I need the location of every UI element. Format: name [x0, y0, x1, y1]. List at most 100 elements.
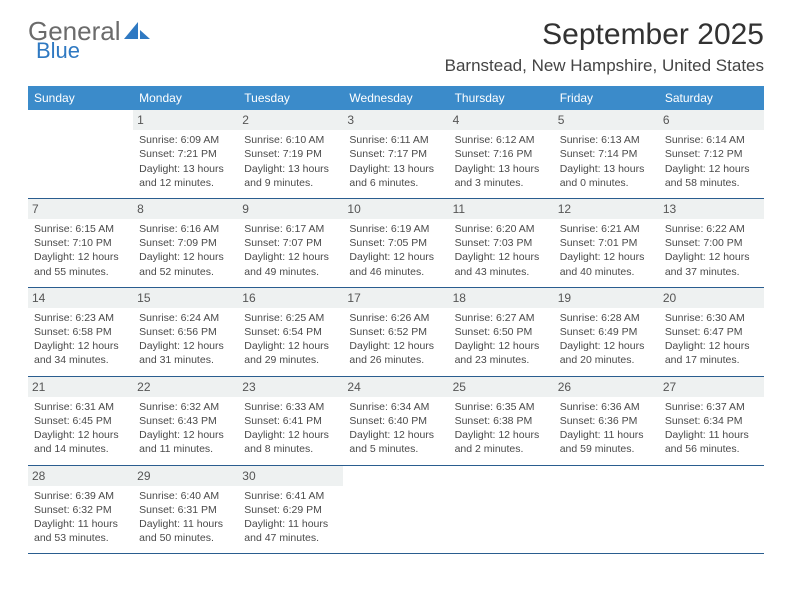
calendar-row: 28Sunrise: 6:39 AMSunset: 6:32 PMDayligh…	[28, 465, 764, 554]
col-monday: Monday	[133, 86, 238, 110]
sunset-text: Sunset: 7:12 PM	[665, 147, 758, 161]
sunset-text: Sunset: 7:05 PM	[349, 236, 442, 250]
sunset-text: Sunset: 7:00 PM	[665, 236, 758, 250]
day-number: 24	[343, 377, 448, 397]
sunrise-text: Sunrise: 6:41 AM	[244, 489, 337, 503]
col-tuesday: Tuesday	[238, 86, 343, 110]
day-number: 18	[449, 288, 554, 308]
daylight-text: Daylight: 12 hours and 8 minutes.	[244, 428, 337, 456]
day-number: 29	[133, 466, 238, 486]
daylight-text: Daylight: 12 hours and 46 minutes.	[349, 250, 442, 278]
day-number: 15	[133, 288, 238, 308]
sunset-text: Sunset: 7:17 PM	[349, 147, 442, 161]
sunrise-text: Sunrise: 6:34 AM	[349, 400, 442, 414]
calendar-cell: 23Sunrise: 6:33 AMSunset: 6:41 PMDayligh…	[238, 376, 343, 465]
sunrise-text: Sunrise: 6:21 AM	[560, 222, 653, 236]
day-number: 9	[238, 199, 343, 219]
calendar-cell: 2Sunrise: 6:10 AMSunset: 7:19 PMDaylight…	[238, 110, 343, 198]
location-text: Barnstead, New Hampshire, United States	[445, 56, 764, 76]
daylight-text: Daylight: 12 hours and 14 minutes.	[34, 428, 127, 456]
sunset-text: Sunset: 7:19 PM	[244, 147, 337, 161]
sunset-text: Sunset: 6:54 PM	[244, 325, 337, 339]
day-number: 30	[238, 466, 343, 486]
sunset-text: Sunset: 6:29 PM	[244, 503, 337, 517]
sunrise-text: Sunrise: 6:13 AM	[560, 133, 653, 147]
daylight-text: Daylight: 12 hours and 2 minutes.	[455, 428, 548, 456]
sunset-text: Sunset: 6:41 PM	[244, 414, 337, 428]
day-number: 23	[238, 377, 343, 397]
sunrise-text: Sunrise: 6:40 AM	[139, 489, 232, 503]
sunrise-text: Sunrise: 6:22 AM	[665, 222, 758, 236]
sunset-text: Sunset: 6:38 PM	[455, 414, 548, 428]
sunrise-text: Sunrise: 6:32 AM	[139, 400, 232, 414]
day-number: 10	[343, 199, 448, 219]
col-saturday: Saturday	[659, 86, 764, 110]
day-number: 5	[554, 110, 659, 130]
sunrise-text: Sunrise: 6:15 AM	[34, 222, 127, 236]
daylight-text: Daylight: 11 hours and 53 minutes.	[34, 517, 127, 545]
month-title: September 2025	[445, 18, 764, 52]
calendar-cell: 14Sunrise: 6:23 AMSunset: 6:58 PMDayligh…	[28, 287, 133, 376]
daylight-text: Daylight: 11 hours and 50 minutes.	[139, 517, 232, 545]
sunrise-text: Sunrise: 6:25 AM	[244, 311, 337, 325]
sunrise-text: Sunrise: 6:19 AM	[349, 222, 442, 236]
calendar-cell: 30Sunrise: 6:41 AMSunset: 6:29 PMDayligh…	[238, 465, 343, 554]
day-number: 4	[449, 110, 554, 130]
col-sunday: Sunday	[28, 86, 133, 110]
sunrise-text: Sunrise: 6:24 AM	[139, 311, 232, 325]
sunset-text: Sunset: 6:34 PM	[665, 414, 758, 428]
daylight-text: Daylight: 12 hours and 55 minutes.	[34, 250, 127, 278]
sunset-text: Sunset: 7:16 PM	[455, 147, 548, 161]
header-row: Sunday Monday Tuesday Wednesday Thursday…	[28, 86, 764, 110]
calendar-row: 7Sunrise: 6:15 AMSunset: 7:10 PMDaylight…	[28, 198, 764, 287]
title-block: September 2025 Barnstead, New Hampshire,…	[445, 18, 764, 76]
sunrise-text: Sunrise: 6:35 AM	[455, 400, 548, 414]
sunset-text: Sunset: 6:40 PM	[349, 414, 442, 428]
daylight-text: Daylight: 12 hours and 34 minutes.	[34, 339, 127, 367]
daylight-text: Daylight: 13 hours and 3 minutes.	[455, 162, 548, 190]
calendar-cell: 8Sunrise: 6:16 AMSunset: 7:09 PMDaylight…	[133, 198, 238, 287]
calendar-cell: 26Sunrise: 6:36 AMSunset: 6:36 PMDayligh…	[554, 376, 659, 465]
day-number: 11	[449, 199, 554, 219]
daylight-text: Daylight: 12 hours and 11 minutes.	[139, 428, 232, 456]
sunrise-text: Sunrise: 6:17 AM	[244, 222, 337, 236]
logo: General Blue	[28, 18, 150, 62]
daylight-text: Daylight: 11 hours and 56 minutes.	[665, 428, 758, 456]
daylight-text: Daylight: 13 hours and 9 minutes.	[244, 162, 337, 190]
day-number: 2	[238, 110, 343, 130]
calendar-row: 14Sunrise: 6:23 AMSunset: 6:58 PMDayligh…	[28, 287, 764, 376]
sunrise-text: Sunrise: 6:31 AM	[34, 400, 127, 414]
calendar-cell: 22Sunrise: 6:32 AMSunset: 6:43 PMDayligh…	[133, 376, 238, 465]
sunrise-text: Sunrise: 6:26 AM	[349, 311, 442, 325]
calendar-cell: 12Sunrise: 6:21 AMSunset: 7:01 PMDayligh…	[554, 198, 659, 287]
calendar-cell: 11Sunrise: 6:20 AMSunset: 7:03 PMDayligh…	[449, 198, 554, 287]
calendar-cell: 3 Sunrise: 6:11 AMSunset: 7:17 PMDaylight…	[343, 110, 448, 198]
day-number: 3	[343, 110, 448, 130]
calendar-cell	[659, 465, 764, 554]
col-thursday: Thursday	[449, 86, 554, 110]
sunrise-text: Sunrise: 6:12 AM	[455, 133, 548, 147]
calendar-cell: 29 Sunrise: 6:40 AMSunset: 6:31 PMDayligh…	[133, 465, 238, 554]
sunset-text: Sunset: 6:36 PM	[560, 414, 653, 428]
daylight-text: Daylight: 12 hours and 23 minutes.	[455, 339, 548, 367]
sunset-text: Sunset: 7:01 PM	[560, 236, 653, 250]
daylight-text: Daylight: 13 hours and 6 minutes.	[349, 162, 442, 190]
calendar-cell	[28, 110, 133, 198]
sunset-text: Sunset: 7:21 PM	[139, 147, 232, 161]
sunset-text: Sunset: 6:43 PM	[139, 414, 232, 428]
sunrise-text: Sunrise: 6:11 AM	[349, 133, 442, 147]
day-number: 8	[133, 199, 238, 219]
daylight-text: Daylight: 12 hours and 5 minutes.	[349, 428, 442, 456]
calendar-cell: 19Sunrise: 6:28 AMSunset: 6:49 PMDayligh…	[554, 287, 659, 376]
calendar-cell: 24 Sunrise: 6:34 AMSunset: 6:40 PMDayligh…	[343, 376, 448, 465]
calendar-cell: 27Sunrise: 6:37 AMSunset: 6:34 PMDayligh…	[659, 376, 764, 465]
daylight-text: Daylight: 12 hours and 17 minutes.	[665, 339, 758, 367]
day-number: 26	[554, 377, 659, 397]
sunrise-text: Sunrise: 6:14 AM	[665, 133, 758, 147]
daylight-text: Daylight: 12 hours and 20 minutes.	[560, 339, 653, 367]
calendar-cell	[343, 465, 448, 554]
col-wednesday: Wednesday	[343, 86, 448, 110]
sunset-text: Sunset: 7:07 PM	[244, 236, 337, 250]
sunset-text: Sunset: 6:31 PM	[139, 503, 232, 517]
calendar-cell: 28Sunrise: 6:39 AMSunset: 6:32 PMDayligh…	[28, 465, 133, 554]
